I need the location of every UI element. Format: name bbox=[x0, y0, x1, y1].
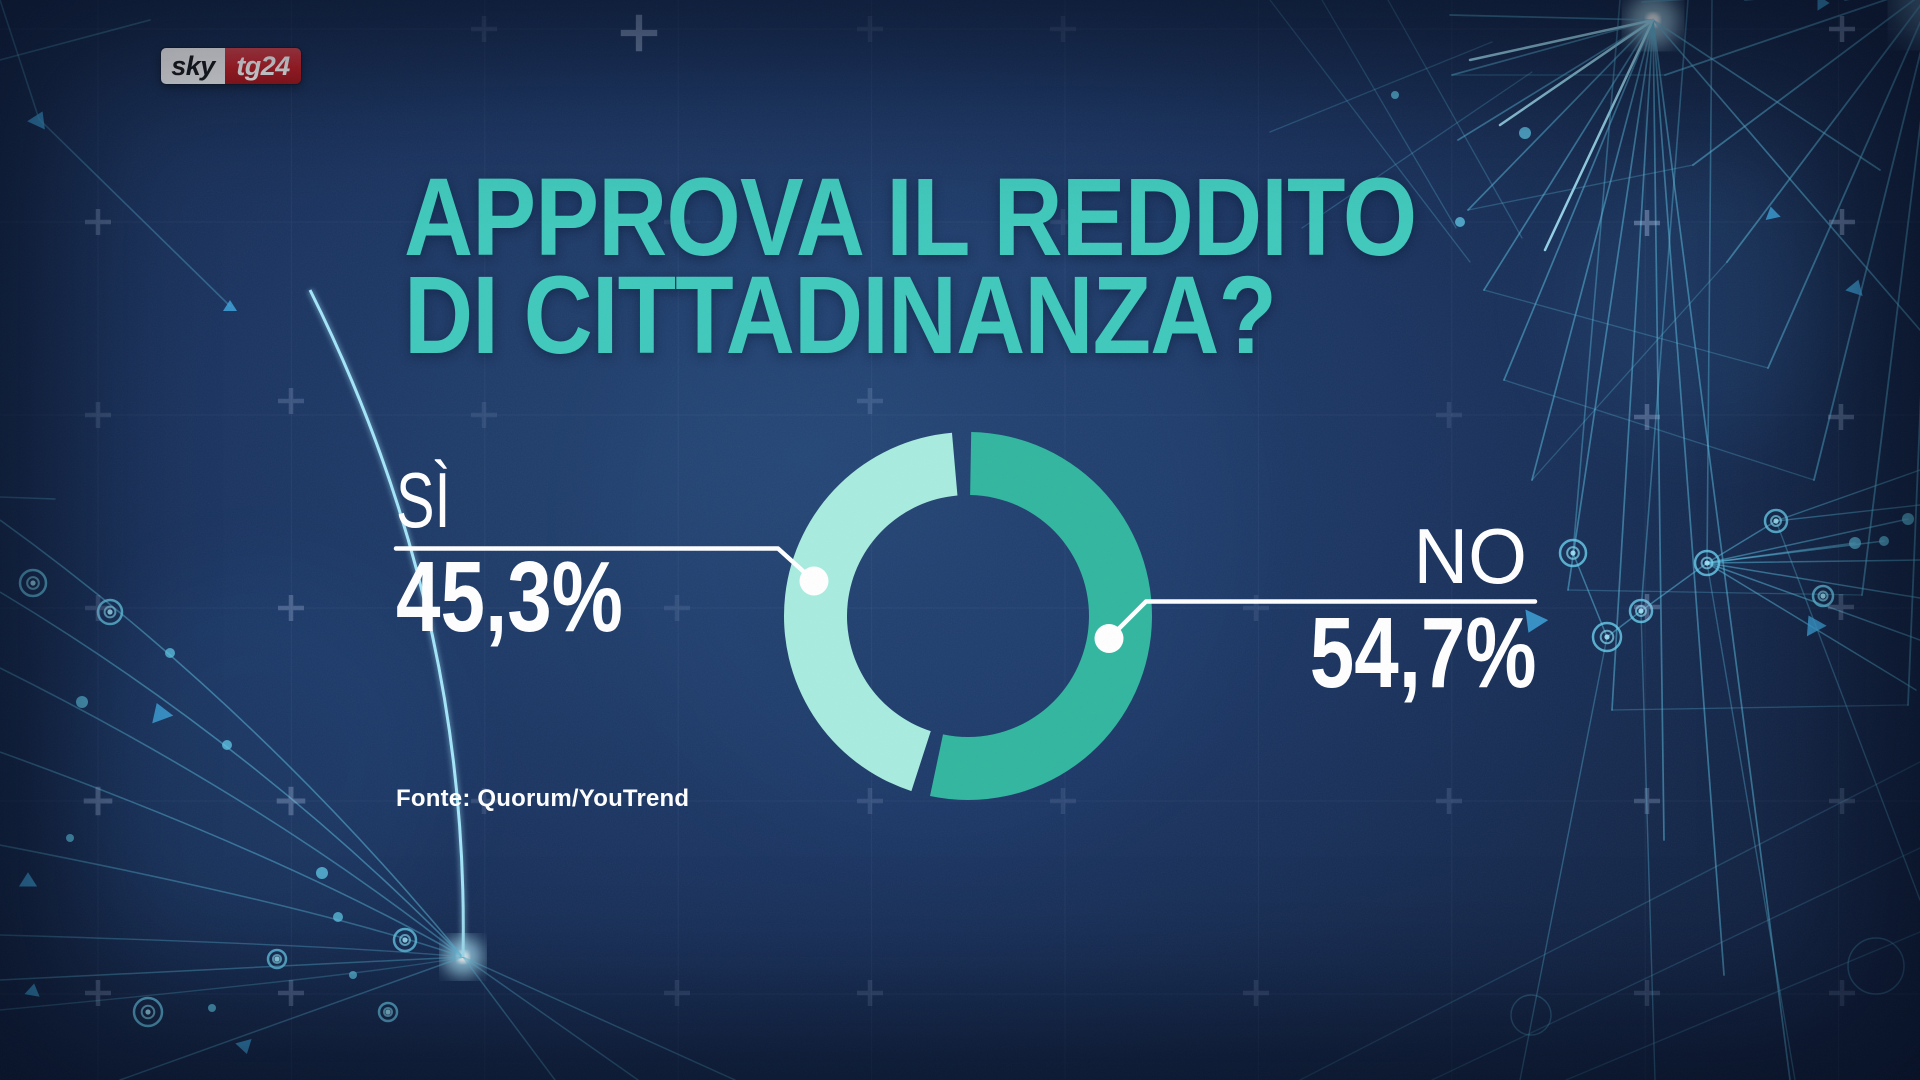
no-percentage: 54,7% bbox=[1310, 597, 1537, 709]
tg24-logo-text: tg24 bbox=[225, 48, 301, 84]
source-attribution: Fonte: Quorum/YouTrend bbox=[396, 785, 690, 812]
title-line-2: DI CITTADINANZA? bbox=[404, 254, 1277, 377]
no-callout-dot bbox=[1094, 624, 1124, 653]
si-label: SÌ bbox=[396, 456, 451, 544]
skytg24-logo: sky tg24 bbox=[161, 48, 301, 84]
poll-question-title: APPROVA IL REDDITO DI CITTADINANZA? bbox=[404, 156, 1417, 377]
donut-segment-si bbox=[784, 432, 958, 792]
title-line-1: APPROVA IL REDDITO bbox=[404, 156, 1417, 279]
si-percentage: 45,3% bbox=[396, 541, 623, 653]
no-label: NO bbox=[1413, 512, 1527, 600]
sky-logo-text: sky bbox=[161, 48, 225, 84]
si-callout-dot bbox=[799, 566, 829, 596]
donut-segment-no bbox=[929, 432, 1153, 800]
